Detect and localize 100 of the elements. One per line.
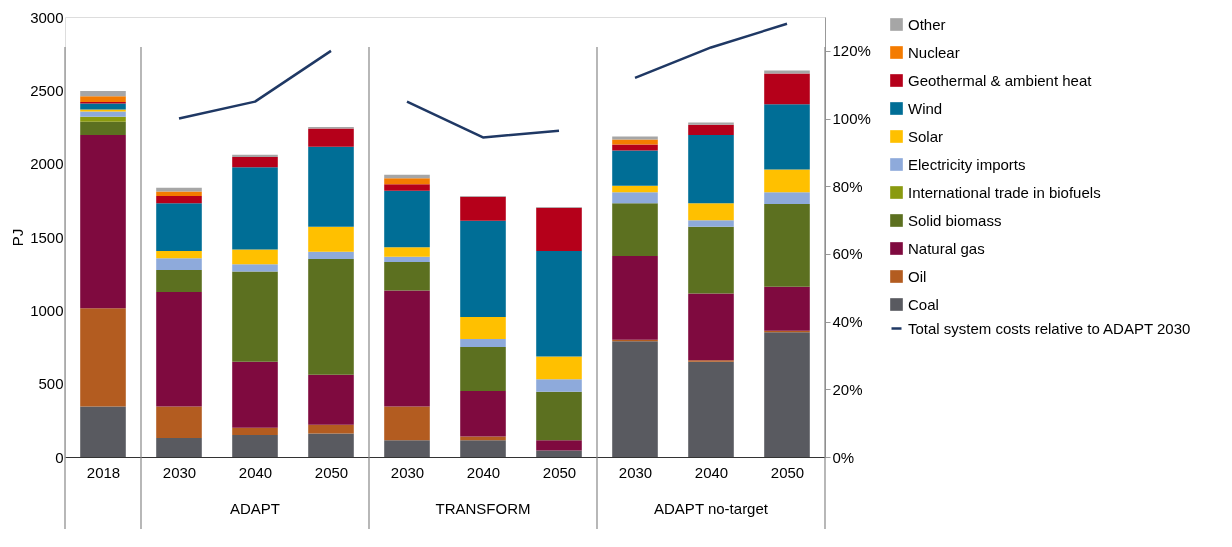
bar: [80, 406, 126, 457]
bar: [688, 293, 734, 361]
bar: [80, 116, 126, 122]
legend-label: Solar: [908, 127, 944, 145]
bar: [308, 251, 354, 259]
y2-tick-label: 40%: [832, 313, 863, 331]
y-tick-label: 500: [38, 375, 64, 393]
bar: [536, 250, 582, 357]
bar: [460, 316, 506, 339]
bar: [612, 341, 658, 457]
bar: [384, 184, 430, 191]
bar: [80, 96, 126, 103]
text: TRANSFORM: [435, 500, 531, 517]
y-tick-label: 2500: [30, 81, 64, 99]
x-tick-label: 2030: [618, 463, 653, 481]
bar: [308, 424, 354, 434]
bar: [460, 196, 506, 221]
x-tick-label: 2040: [466, 463, 501, 481]
bar: [612, 203, 658, 257]
bar: [460, 338, 506, 347]
x-tick-label: 2018: [86, 463, 121, 481]
bar: [688, 135, 734, 204]
y2-tick-label: 120%: [832, 42, 871, 60]
bar: [688, 124, 734, 136]
bar: [308, 374, 354, 425]
legend-label: Oil: [908, 267, 927, 285]
bar: [232, 271, 278, 362]
x-tick-label: 2040: [238, 463, 273, 481]
bar: [764, 73, 810, 105]
legend-label: Coal: [908, 295, 939, 313]
bar: [384, 256, 430, 262]
x-tick-label: 2030: [390, 463, 425, 481]
legend-label: International trade in biofuels: [908, 183, 1101, 201]
bar: [536, 391, 582, 441]
bar: [80, 135, 126, 309]
legend-label: Nuclear: [908, 43, 960, 61]
bar: [232, 435, 278, 457]
bar: [688, 203, 734, 221]
bar: [384, 261, 430, 291]
bar: [764, 332, 810, 457]
bar: [232, 249, 278, 265]
x-tick-label: 2050: [770, 463, 805, 481]
bar: [156, 406, 202, 438]
x-tick-label: 2030: [162, 463, 197, 481]
bar: [156, 203, 202, 251]
y-tick-label: 0: [55, 448, 64, 466]
x-tick-label: 2050: [314, 463, 349, 481]
bar: [80, 109, 126, 112]
y2-tick-label: 100%: [832, 110, 871, 128]
bar: [232, 167, 278, 250]
bar: [308, 226, 354, 252]
bar: [536, 379, 582, 392]
bar: [232, 157, 278, 168]
y2-tick-label: 20%: [832, 380, 863, 398]
bar: [764, 286, 810, 331]
bar: [764, 104, 810, 170]
bar: [764, 192, 810, 204]
bar: [232, 361, 278, 428]
y-tick-label: 3000: [30, 8, 64, 26]
legend-label: Geothermal & ambient heat: [908, 71, 1093, 89]
bar: [384, 406, 430, 441]
bar: [308, 433, 354, 457]
bar: [688, 226, 734, 294]
bar: [232, 154, 278, 158]
bar: [156, 270, 202, 292]
y2-tick-label: 80%: [832, 177, 863, 195]
y-tick-label: 2000: [30, 155, 64, 173]
legend-label: Wind: [908, 99, 943, 117]
bar: [384, 440, 430, 457]
y-tick-label: 1000: [30, 301, 64, 319]
bar: [384, 247, 430, 257]
bar: [156, 187, 202, 192]
legend-label: Natural gas: [908, 239, 985, 257]
bar: [536, 440, 582, 451]
bar: [460, 391, 506, 437]
bar: [80, 111, 126, 117]
text: ADAPT: [229, 500, 281, 517]
bar: [384, 290, 430, 407]
bar: [384, 178, 430, 185]
bar: [536, 450, 582, 457]
bar: [460, 436, 506, 441]
bar: [688, 220, 734, 227]
bar: [536, 356, 582, 380]
bar: [156, 437, 202, 457]
bar: [612, 256, 658, 340]
y-tick-label: 1500: [30, 228, 64, 246]
legend-label: Electricity imports: [908, 155, 1026, 173]
bar: [460, 440, 506, 457]
bar: [384, 190, 430, 248]
bar: [764, 204, 810, 287]
bar: [156, 292, 202, 407]
bar: [612, 139, 658, 145]
bar: [688, 122, 734, 125]
x-tick-label: 2040: [694, 463, 729, 481]
bar: [612, 192, 658, 204]
legend-label: Other: [908, 15, 946, 33]
text: ADAPT no-target: [654, 500, 769, 517]
bar: [156, 195, 202, 204]
bar: [156, 191, 202, 196]
y2-tick-label: 0%: [832, 448, 855, 466]
